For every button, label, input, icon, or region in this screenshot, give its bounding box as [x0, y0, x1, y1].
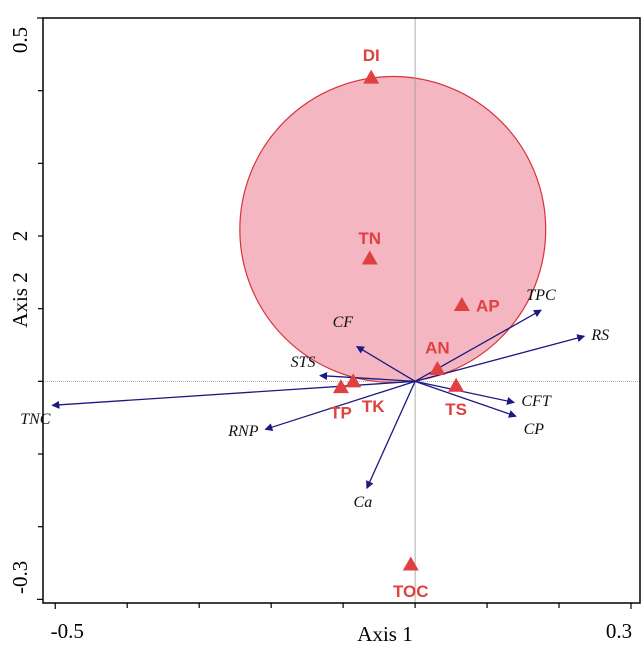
point: [453, 297, 470, 312]
point-label: AP: [476, 297, 500, 316]
arrow: [414, 380, 516, 405]
point: [363, 69, 380, 84]
arrow-label: CF: [333, 314, 354, 331]
point-label: TN: [358, 229, 381, 248]
point: [345, 373, 362, 388]
arrow-label: CP: [524, 421, 545, 438]
circle: [239, 75, 547, 384]
point-label: TS: [445, 400, 467, 419]
y-axis-extra: 2: [8, 231, 32, 242]
arrow-label: RNP: [227, 423, 258, 440]
arrow: [366, 381, 416, 490]
point: [332, 379, 349, 394]
point: [402, 556, 419, 571]
x-axis-label: Axis 1: [357, 622, 412, 646]
point: [361, 250, 378, 265]
arrow-label: Ca: [354, 494, 373, 511]
point: [448, 377, 465, 392]
arrow-label: STS: [291, 354, 316, 371]
arrow: [264, 380, 416, 431]
point-label: TP: [330, 404, 352, 423]
x-tick-label: 0.3: [606, 619, 632, 643]
y-tick-label: 0.5: [8, 27, 32, 53]
point-label: AN: [425, 338, 450, 357]
arrow: [355, 345, 416, 382]
point-label: DI: [363, 46, 380, 65]
point-label: TOC: [393, 582, 429, 601]
point-label: TK: [362, 397, 385, 416]
arrow-label: CFT: [521, 393, 551, 410]
y-tick-label: -0.3: [8, 561, 32, 594]
arrow: [319, 371, 416, 383]
arrow-label: RS: [590, 327, 609, 344]
point: [429, 361, 446, 375]
arrow: [51, 380, 416, 409]
arrow: [414, 380, 517, 418]
plot-frame: [42, 17, 641, 604]
arrow-label: TNC: [20, 411, 51, 428]
y-axis-label: Axis 2: [8, 272, 32, 327]
arrow-label: TPC: [526, 287, 556, 304]
x-tick-label: -0.5: [51, 619, 84, 643]
